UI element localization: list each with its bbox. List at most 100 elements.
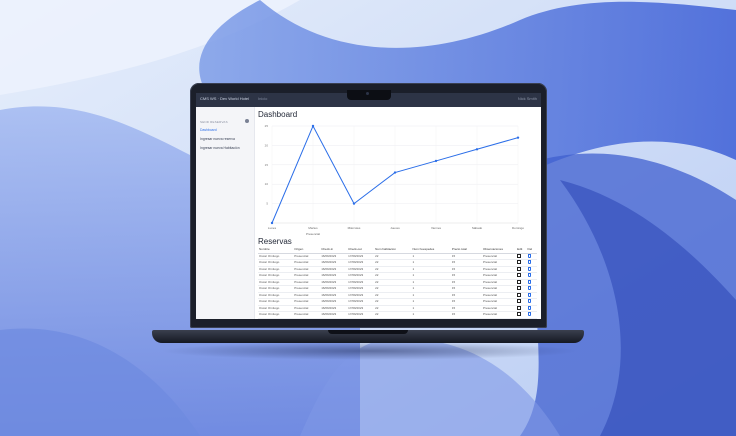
table-cell: 17/09/2023 bbox=[347, 298, 375, 306]
sidebar-item-new-reservation[interactable]: Ingresar nueva reserva bbox=[200, 137, 235, 141]
edit-cell bbox=[516, 311, 527, 319]
table-cell: Presencial bbox=[293, 298, 321, 306]
column-header: Num habitacion bbox=[374, 247, 412, 254]
edit-icon[interactable] bbox=[517, 299, 522, 304]
trash-icon[interactable] bbox=[527, 260, 531, 265]
trash-icon[interactable] bbox=[527, 279, 531, 284]
table-cell: 16/09/2023 bbox=[320, 311, 348, 319]
laptop-base bbox=[152, 330, 584, 343]
table-cell: 17/09/2023 bbox=[347, 272, 375, 280]
table-cell: 15 bbox=[450, 292, 482, 299]
table-cell: Presencial bbox=[293, 305, 321, 312]
weekly-line-chart: 5 10 15 20 25 Lunes Martes Miércoles Jueves Viern… bbox=[265, 124, 525, 236]
trash-icon[interactable] bbox=[527, 299, 531, 304]
sidebar-item-new-room[interactable]: Ingresar nueva Habitación bbox=[200, 146, 240, 150]
table-cell: 1 bbox=[411, 253, 451, 260]
table-cell: 17/09/2023 bbox=[347, 266, 375, 273]
data-point bbox=[516, 136, 520, 139]
y-tick-label: 25 bbox=[265, 124, 269, 128]
edit-icon[interactable] bbox=[517, 305, 522, 310]
y-tick-label: 5 bbox=[266, 202, 268, 206]
table-cell: 22 bbox=[374, 266, 412, 273]
delete-cell bbox=[526, 311, 537, 319]
column-header: Del bbox=[526, 247, 537, 254]
table-cell: Oscar Ornitogo bbox=[258, 253, 294, 260]
trash-icon[interactable] bbox=[527, 312, 531, 317]
edit-icon[interactable] bbox=[517, 260, 522, 265]
delete-cell bbox=[526, 279, 537, 286]
table-cell: Oscar Ornitogo bbox=[258, 305, 294, 312]
data-point bbox=[270, 221, 274, 225]
camera-icon bbox=[366, 92, 369, 95]
user-name[interactable]: Nick Smith bbox=[517, 96, 537, 101]
edit-icon[interactable] bbox=[517, 273, 522, 278]
edit-cell bbox=[516, 305, 527, 312]
table-cell: Oscar Ornitogo bbox=[258, 266, 294, 273]
x-tick-label: Viernes bbox=[431, 226, 442, 230]
trash-icon[interactable] bbox=[527, 273, 531, 278]
edit-icon[interactable] bbox=[517, 312, 522, 317]
table-cell: Presencial bbox=[481, 272, 517, 280]
table-cell: 17/09/2023 bbox=[347, 305, 375, 312]
delete-cell bbox=[526, 259, 537, 267]
trash-icon[interactable] bbox=[527, 292, 531, 297]
edit-icon[interactable] bbox=[517, 292, 522, 297]
table-cell: 16/09/2023 bbox=[320, 292, 348, 299]
table-cell: Presencial bbox=[293, 279, 321, 286]
laptop-opening-notch bbox=[328, 330, 408, 334]
table-cell: 22 bbox=[374, 285, 412, 293]
table-cell: Presencial bbox=[481, 253, 517, 260]
data-point bbox=[352, 202, 356, 205]
gear-icon[interactable] bbox=[245, 119, 249, 123]
table-cell: 16/09/2023 bbox=[320, 259, 348, 267]
table-cell: 15 bbox=[450, 318, 482, 319]
table-cell: 17/09/2023 bbox=[347, 311, 375, 319]
laptop-shadow bbox=[160, 342, 580, 360]
table-cell: Presencial bbox=[293, 272, 321, 280]
column-header: Edit bbox=[516, 247, 527, 254]
breadcrumb[interactable]: Inicio bbox=[258, 96, 268, 101]
table-cell: 16/09/2023 bbox=[320, 305, 348, 312]
delete-cell bbox=[526, 266, 537, 273]
edit-icon[interactable] bbox=[517, 253, 522, 258]
table-cell: Presencial bbox=[293, 266, 321, 273]
trash-icon[interactable] bbox=[527, 286, 531, 291]
table-cell: 16/09/2023 bbox=[320, 279, 348, 286]
x-tick-label: Martes bbox=[308, 226, 318, 230]
trash-icon[interactable] bbox=[527, 305, 531, 310]
table-cell: Presencial bbox=[481, 279, 517, 286]
edit-cell bbox=[516, 292, 527, 299]
data-point bbox=[393, 171, 397, 174]
data-point bbox=[475, 148, 479, 151]
table-cell: 15 bbox=[450, 259, 482, 267]
table-cell: Oscar Ornitogo bbox=[258, 279, 294, 286]
delete-cell bbox=[526, 285, 537, 293]
column-header: Precio total bbox=[450, 247, 482, 254]
trash-icon[interactable] bbox=[527, 253, 531, 258]
delete-cell bbox=[526, 318, 537, 319]
table-cell: 22 bbox=[374, 272, 412, 280]
table-cell: 16/09/2023 bbox=[320, 266, 348, 273]
table-cell: 16/09/2023 bbox=[320, 253, 348, 260]
laptop-screen: CMS WS · Dev World Hotel Inicio Nick Smi… bbox=[196, 93, 541, 319]
table-cell: 22 bbox=[374, 279, 412, 286]
sidebar-item-dashboard[interactable]: Dashboard bbox=[200, 128, 217, 132]
table-cell: 1 bbox=[411, 279, 451, 286]
delete-cell bbox=[526, 298, 537, 306]
table-cell: Presencial bbox=[293, 253, 321, 260]
sidebar-heading: SEND RESERVAS bbox=[200, 120, 228, 124]
app-brand[interactable]: CMS WS · Dev World Hotel bbox=[200, 96, 250, 101]
x-tick-label: Domingo bbox=[512, 226, 524, 230]
edit-cell bbox=[516, 259, 527, 267]
trash-icon[interactable] bbox=[527, 266, 531, 271]
edit-icon[interactable] bbox=[517, 279, 522, 284]
table-cell: 1 bbox=[411, 285, 451, 293]
table-cell: 1 bbox=[411, 305, 451, 312]
table-cell: 22 bbox=[374, 292, 412, 299]
edit-icon[interactable] bbox=[517, 266, 522, 271]
table-cell: 16/09/2023 bbox=[320, 285, 348, 293]
data-point bbox=[311, 124, 315, 128]
reservations-title: Reservas bbox=[258, 237, 292, 246]
edit-icon[interactable] bbox=[517, 286, 522, 291]
